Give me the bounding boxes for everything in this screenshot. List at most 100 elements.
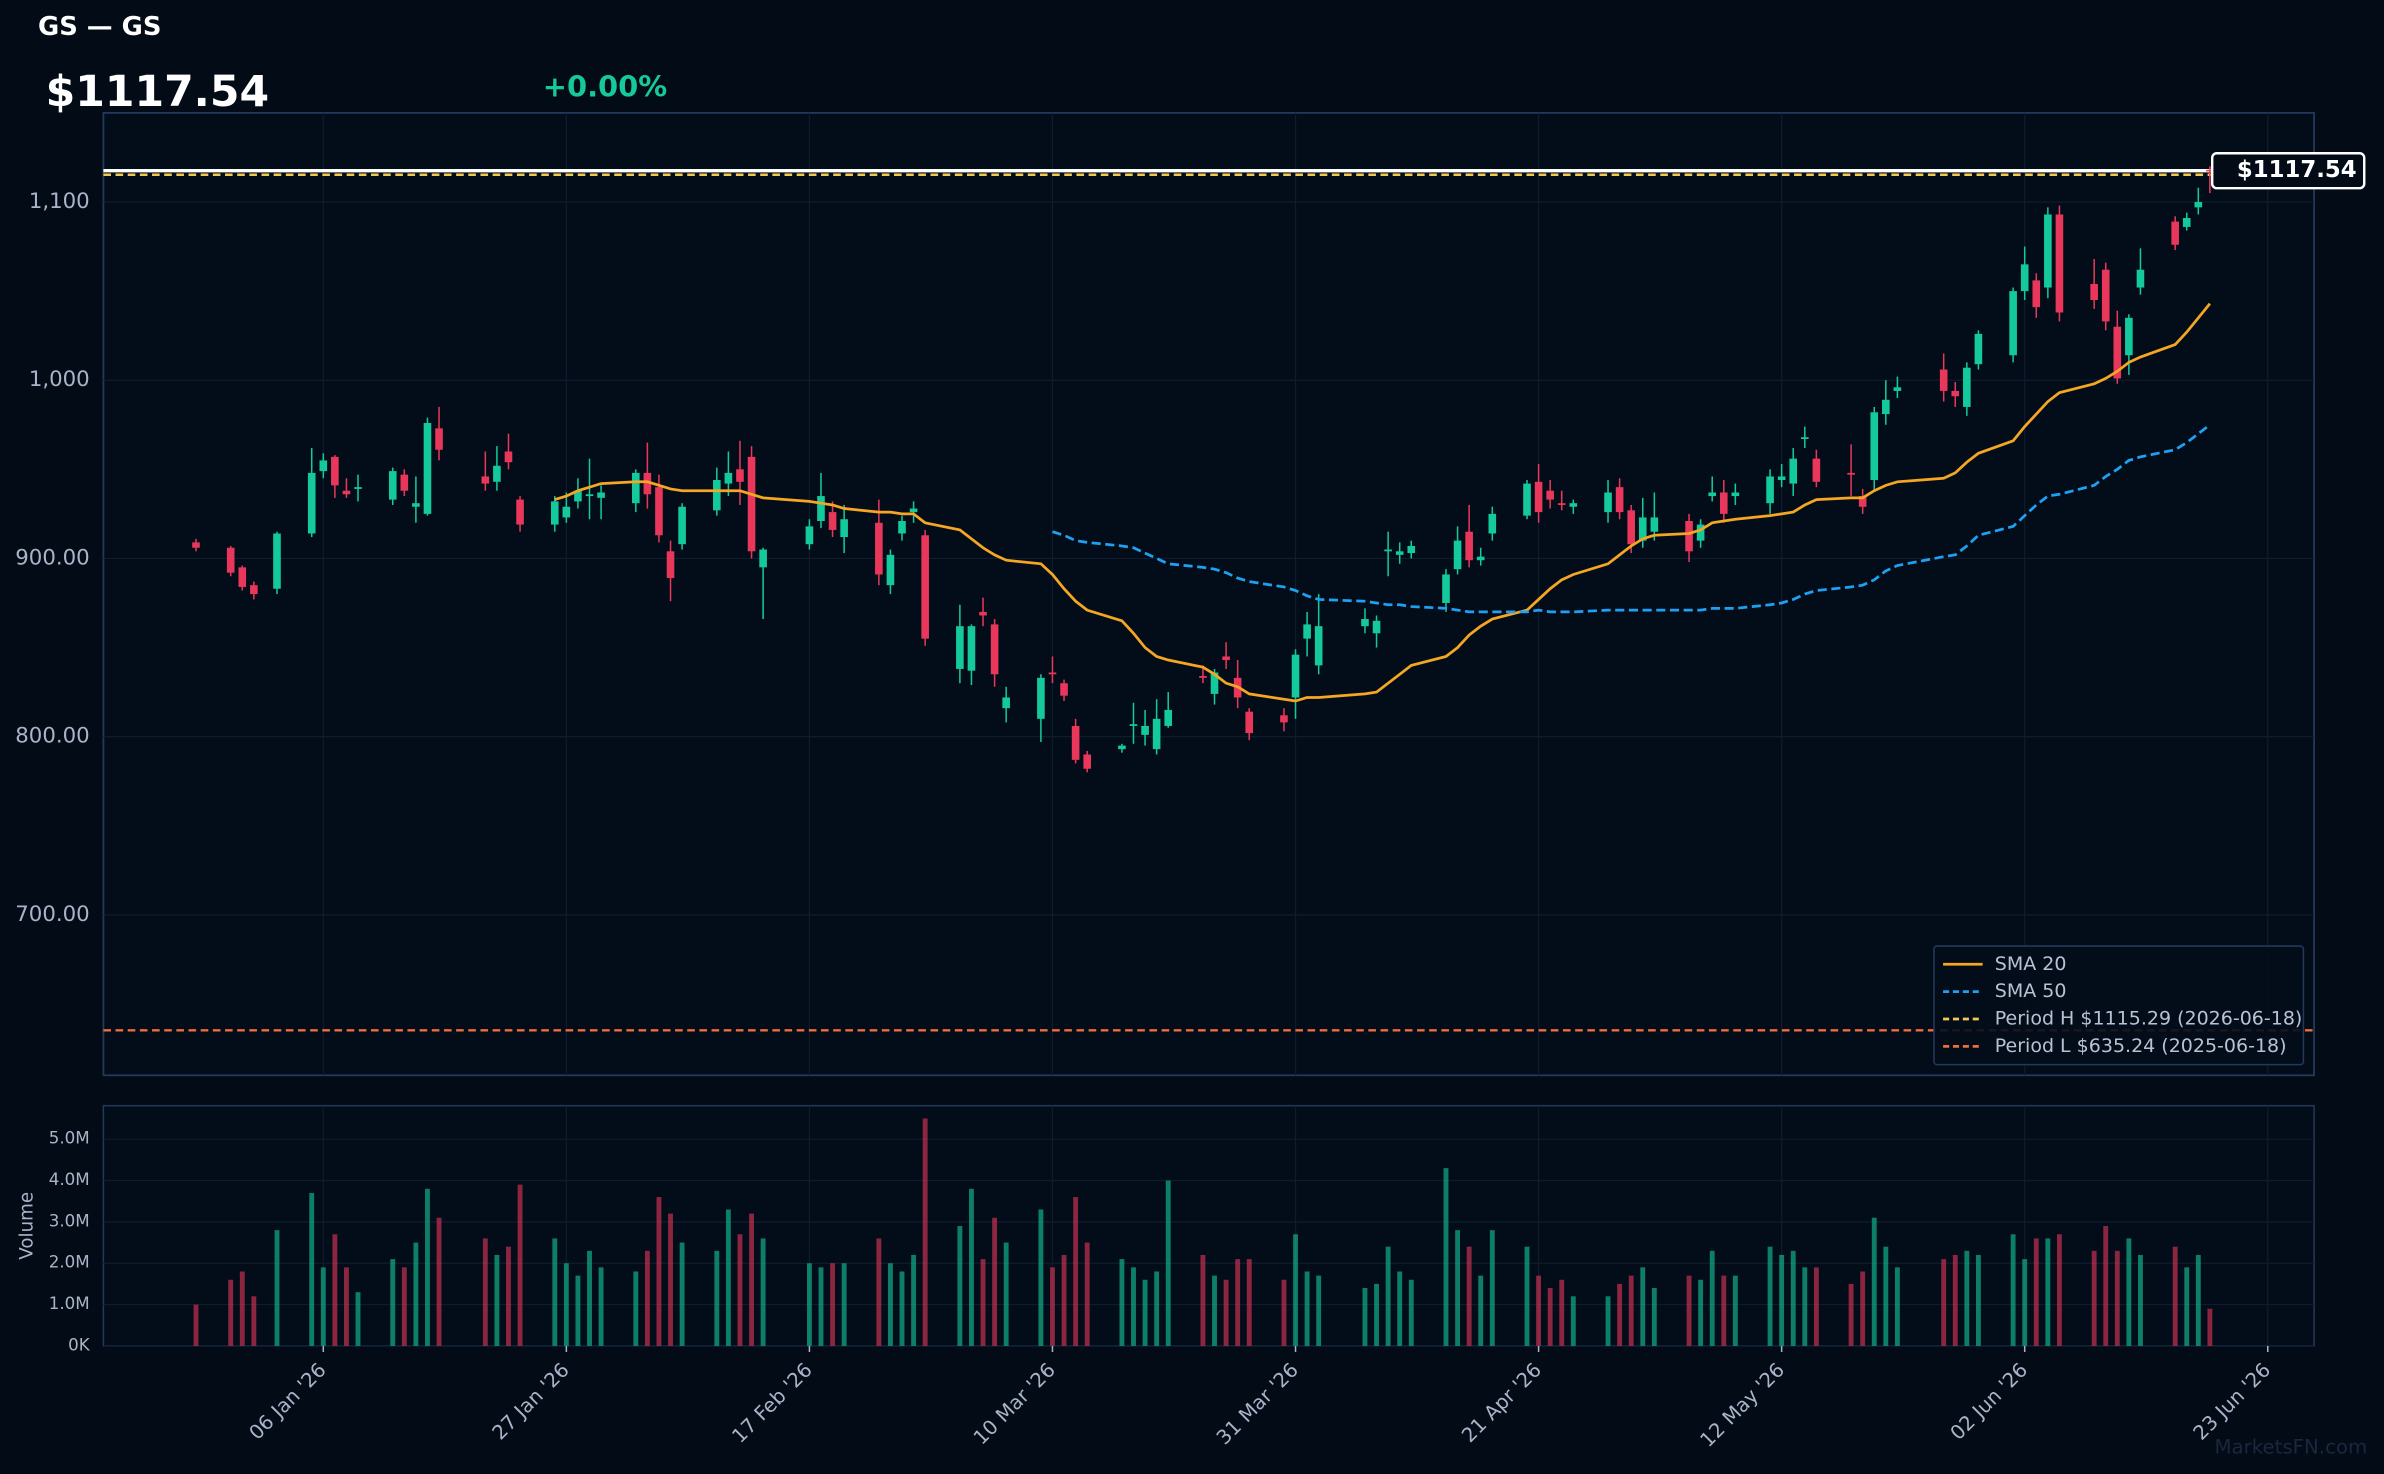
volume-bar <box>911 1254 917 1346</box>
volume-bar <box>1408 1279 1414 1346</box>
volume-tick-label: 3.0M <box>49 1210 90 1230</box>
candle-body <box>226 547 235 573</box>
candle-body <box>342 490 351 495</box>
price-tag <box>2210 152 2366 190</box>
y-tick-label: 700.00 <box>15 902 89 927</box>
volume-bar <box>1385 1246 1391 1346</box>
candle-body <box>1951 390 1960 397</box>
ma-line <box>1052 423 2211 614</box>
volume-bar <box>725 1209 731 1346</box>
volume-bar <box>274 1230 280 1346</box>
volume-bar <box>957 1226 963 1346</box>
volume-bar <box>841 1263 847 1346</box>
volume-bar <box>992 1217 998 1346</box>
volume-bar <box>1003 1242 1009 1346</box>
volume-bar <box>1779 1254 1785 1346</box>
volume-bar <box>1952 1254 1958 1346</box>
candle-body <box>2113 326 2122 379</box>
candle-body <box>1870 412 1879 481</box>
candle-body <box>1442 574 1450 603</box>
candle-body <box>1314 626 1323 666</box>
volume-bar <box>1547 1288 1553 1346</box>
candle-body <box>1882 399 1890 415</box>
volume-bar <box>552 1238 558 1346</box>
volume-bar <box>656 1197 662 1346</box>
candle-body <box>250 585 258 595</box>
candle-body <box>828 512 837 530</box>
candle-body <box>2044 214 2052 288</box>
candle-body <box>435 428 443 450</box>
volume-bar <box>1154 1271 1160 1346</box>
candle-body <box>1627 510 1635 545</box>
candle-body <box>1199 676 1207 678</box>
volume-bar <box>2091 1250 2097 1346</box>
candle-body <box>1604 492 1612 513</box>
candle-body <box>643 472 652 495</box>
volume-panel <box>102 1104 2315 1347</box>
volume-bar <box>2207 1308 2213 1346</box>
volume-bar <box>1709 1250 1715 1346</box>
candle-body <box>2136 269 2145 288</box>
candle-body <box>886 554 895 586</box>
volume-bar <box>1964 1250 1970 1346</box>
watermark: MarketsFN.com <box>2214 1435 2367 1458</box>
y-tick-label: 1,000 <box>29 367 90 392</box>
candle-body <box>1280 715 1288 723</box>
volume-bar <box>1732 1275 1738 1346</box>
candle-body <box>1002 697 1010 709</box>
candle-body <box>736 469 744 482</box>
volume-bar <box>668 1213 673 1346</box>
volume-bar <box>1848 1283 1854 1346</box>
volume-bar <box>1871 1217 1877 1346</box>
volume-bar <box>1443 1168 1449 1346</box>
candle-body <box>875 522 883 575</box>
candle-body <box>2171 221 2179 245</box>
volume-bar <box>1466 1246 1472 1346</box>
volume-bar <box>1605 1296 1611 1346</box>
volume-bar <box>1478 1275 1484 1346</box>
volume-bar <box>2184 1267 2190 1346</box>
candle-body <box>423 422 432 514</box>
candle-body <box>1129 724 1138 726</box>
legend-label: SMA 50 <box>1995 980 2067 1002</box>
candle-body <box>400 474 409 491</box>
candle-body <box>1696 524 1705 541</box>
volume-bar <box>1894 1267 1900 1346</box>
candle-body <box>2194 201 2203 208</box>
candle-body <box>1453 540 1462 570</box>
volume-bar <box>494 1254 500 1346</box>
price-panel <box>102 111 2315 1077</box>
legend-box <box>1933 945 2305 1066</box>
volume-bar <box>1790 1250 1796 1346</box>
candle-body <box>1569 503 1578 507</box>
volume-bar <box>320 1267 326 1346</box>
volume-bar <box>1860 1271 1866 1346</box>
volume-bar <box>425 1188 430 1346</box>
volume-bar <box>2126 1238 2132 1346</box>
candle-body <box>1060 683 1068 696</box>
candle-body <box>1384 549 1392 552</box>
change-label: +0.00% <box>543 70 667 104</box>
volume-bar <box>2010 1234 2016 1346</box>
volume-bar <box>737 1234 743 1346</box>
volume-bar <box>1813 1267 1819 1346</box>
candle-body <box>1650 517 1659 532</box>
candle-body <box>2125 317 2133 356</box>
volume-bar <box>1628 1275 1634 1346</box>
volume-bar <box>2114 1250 2120 1346</box>
candle-body <box>1789 458 1798 484</box>
candle-body <box>493 465 501 482</box>
candle-body <box>2020 264 2029 292</box>
volume-bar <box>1165 1180 1171 1346</box>
volume-bar <box>193 1304 199 1346</box>
volume-bar <box>587 1250 592 1346</box>
volume-bar <box>760 1238 766 1346</box>
volume-bar <box>1304 1271 1310 1346</box>
volume-bar <box>239 1271 245 1346</box>
volume-bar <box>1570 1296 1576 1346</box>
candle-body <box>1800 437 1809 440</box>
candle-body <box>550 501 559 525</box>
volume-bar <box>1223 1279 1229 1346</box>
candle-body <box>1488 513 1497 534</box>
volume-bar <box>1721 1275 1727 1346</box>
